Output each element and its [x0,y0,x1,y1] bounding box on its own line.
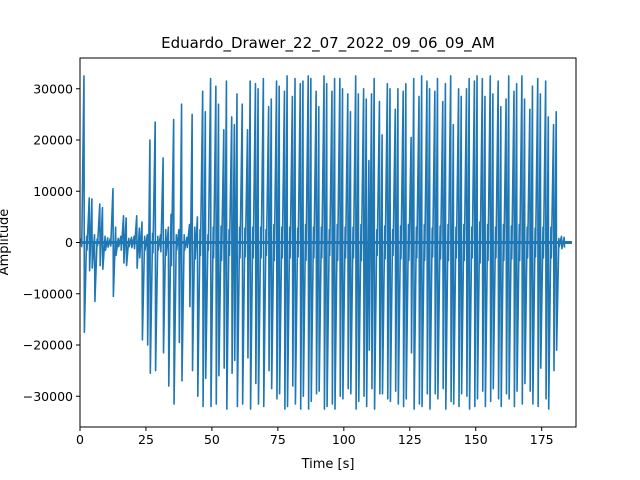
y-tick-label: 10000 [33,184,73,199]
x-axis-label: Time [s] [301,457,355,472]
x-axis: 0 25 50 75 100 125 150 175 [76,427,554,447]
y-axis-label: Amplitude [0,209,12,276]
x-tick-label: 175 [530,432,554,447]
x-tick-label: 100 [332,432,356,447]
x-tick-label: 75 [270,432,286,447]
y-axis: −30000 −20000 −10000 0 10000 20000 30000 [23,81,80,404]
y-tick-label: −10000 [23,286,73,301]
plot-area [80,75,573,410]
y-tick-label: 0 [65,235,73,250]
x-tick-label: 150 [464,432,488,447]
chart-title: Eduardo_Drawer_22_07_2022_09_06_09_AM [161,34,495,53]
y-tick-label: 20000 [33,133,73,148]
waveform-series-line [80,75,566,410]
x-tick-label: 50 [204,432,220,447]
y-tick-label: −30000 [23,389,73,404]
y-tick-label: −20000 [23,338,73,353]
x-tick-label: 125 [398,432,422,447]
y-tick-label: 30000 [33,81,73,96]
x-tick-label: 0 [76,432,84,447]
x-tick-label: 25 [138,432,154,447]
